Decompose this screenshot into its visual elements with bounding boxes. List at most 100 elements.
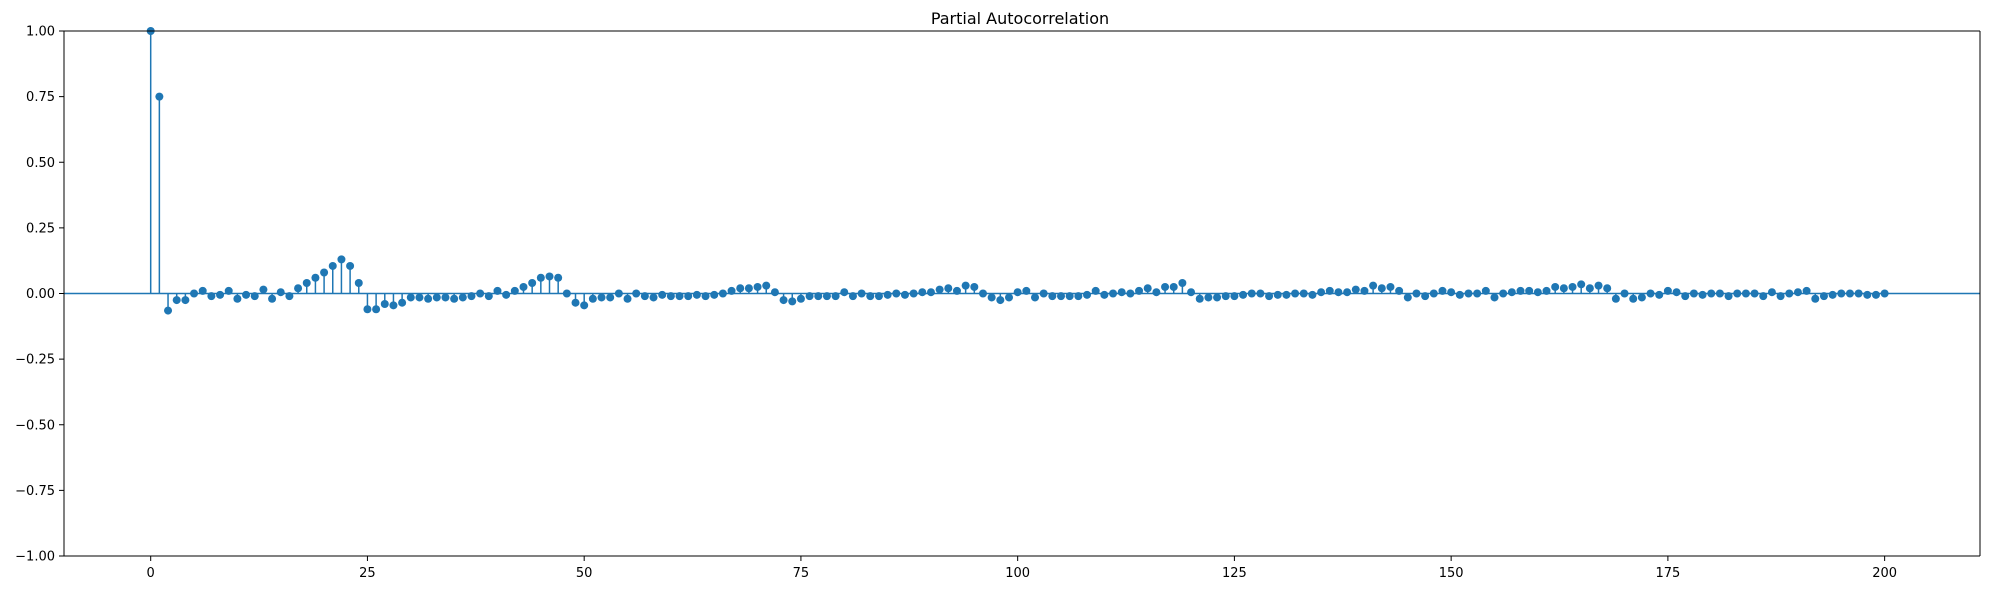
stem-marker	[1369, 281, 1378, 290]
stem-marker	[207, 292, 216, 301]
stem-marker	[250, 292, 259, 301]
stem-marker	[1291, 289, 1300, 298]
stem-marker	[1317, 288, 1326, 297]
stem-marker	[415, 293, 424, 302]
stem-marker	[1351, 285, 1360, 294]
stem-marker	[996, 296, 1005, 305]
y-tick-label: −0.25	[15, 353, 55, 368]
stem-marker	[320, 268, 329, 277]
stem-marker	[1421, 292, 1430, 301]
stem-marker	[1013, 288, 1022, 297]
stem-marker	[1152, 288, 1161, 297]
stem-marker	[623, 294, 632, 303]
stem-marker	[1455, 290, 1464, 299]
stem-marker	[632, 289, 641, 298]
stem-marker	[736, 284, 745, 293]
stem-marker	[753, 282, 762, 291]
stem-marker	[1863, 290, 1872, 299]
stem-marker	[1871, 290, 1880, 299]
stem-marker	[1213, 293, 1222, 302]
stem-marker	[1126, 289, 1135, 298]
stem-marker	[892, 289, 901, 298]
stem-marker	[1204, 293, 1213, 302]
stem-marker	[432, 293, 441, 302]
stem-marker	[1022, 286, 1031, 295]
stem-marker	[242, 290, 251, 299]
stem-marker	[1481, 286, 1490, 295]
stem-marker	[181, 296, 190, 305]
stem-marker	[640, 292, 649, 301]
stem-marker	[354, 279, 363, 287]
stem-marker	[216, 290, 225, 299]
stem-marker	[1577, 280, 1586, 289]
stem-marker	[164, 306, 173, 315]
stem-marker	[233, 294, 242, 303]
stem-marker	[1273, 290, 1282, 299]
stem-marker	[1854, 289, 1863, 298]
stem-marker	[1343, 288, 1352, 297]
stem-marker	[1542, 286, 1551, 295]
stem-marker	[1620, 289, 1629, 298]
stem-marker	[302, 279, 311, 287]
stem-marker	[874, 292, 883, 301]
stem-marker	[484, 292, 493, 301]
stem-marker	[190, 289, 199, 298]
stem-marker	[1767, 288, 1776, 297]
stem-marker	[1828, 290, 1837, 299]
stem-marker	[796, 294, 805, 303]
stem-marker	[389, 301, 398, 310]
stem-marker	[1395, 286, 1404, 295]
stem-marker	[1637, 293, 1646, 302]
y-tick-label: 1.00	[26, 25, 55, 40]
stem-marker	[1655, 290, 1664, 299]
stem-marker	[788, 297, 797, 306]
stem-marker	[831, 292, 840, 301]
x-tick-label: 50	[576, 566, 593, 581]
stem-marker	[814, 292, 823, 301]
x-tick-label: 125	[1222, 566, 1247, 581]
stem-marker	[1525, 286, 1534, 295]
stem-marker	[1707, 289, 1716, 298]
stem-marker	[346, 261, 355, 270]
y-axis: −1.00 −0.75 −0.50 −0.25 0.00 0.25 0.50 0.75 1.00	[15, 25, 64, 565]
stem-marker	[952, 286, 961, 295]
stem-marker	[1169, 282, 1178, 291]
stem-marker	[597, 293, 606, 302]
stem-marker	[1109, 289, 1118, 298]
stem-marker	[328, 261, 337, 270]
stem-marker	[1256, 289, 1265, 298]
stem-marker	[1161, 282, 1170, 291]
stem-marker	[1438, 286, 1447, 295]
stem-marker	[519, 282, 528, 291]
stem-marker	[710, 290, 719, 299]
stem-marker	[398, 298, 407, 307]
stem-marker	[935, 285, 944, 294]
stem-marker	[1759, 292, 1768, 301]
stem-marker	[467, 292, 476, 301]
stem-marker	[1507, 288, 1516, 297]
stem-marker	[276, 288, 285, 297]
stem-marker	[1551, 282, 1560, 291]
stem-marker	[1672, 288, 1681, 297]
stem-marker	[1178, 279, 1187, 287]
stem-marker	[1499, 289, 1508, 298]
stem-marker	[441, 293, 450, 302]
x-tick-label: 150	[1439, 566, 1464, 581]
stem-marker	[155, 92, 164, 101]
stem-marker	[1568, 282, 1577, 291]
stem-marker	[580, 301, 589, 310]
stem-marker	[1611, 294, 1620, 303]
stem-marker	[1741, 289, 1750, 298]
stem-marker	[970, 282, 979, 291]
stem-marker	[406, 293, 415, 302]
stem-marker	[1239, 290, 1248, 299]
stem-marker	[918, 288, 927, 297]
stem-marker	[883, 290, 892, 299]
stem-marker	[900, 290, 909, 299]
stem-marker	[1308, 290, 1317, 299]
stem-marker	[424, 294, 433, 303]
stem-marker	[545, 272, 554, 281]
stem-marker	[1135, 286, 1144, 295]
stem-marker	[1048, 292, 1057, 301]
